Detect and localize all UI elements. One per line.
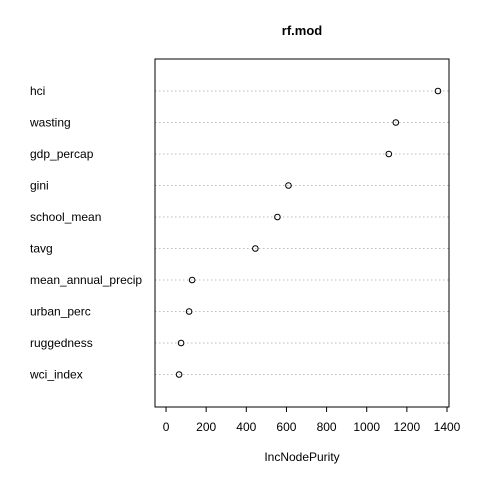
x-axis: 0 200 400 600 800 1000 1200 1400 bbox=[163, 407, 461, 434]
category-label: hci bbox=[30, 84, 45, 98]
x-tick-label: 400 bbox=[236, 420, 256, 434]
category-label: tavg bbox=[30, 242, 53, 256]
category-label: mean_annual_precip bbox=[30, 273, 142, 287]
chart-title: rf.mod bbox=[282, 23, 323, 38]
category-label: gini bbox=[30, 179, 49, 193]
x-tick-label: 800 bbox=[317, 420, 337, 434]
category-label: gdp_percap bbox=[30, 147, 94, 161]
x-tick-label: 1200 bbox=[394, 420, 421, 434]
x-tick-label: 1400 bbox=[434, 420, 461, 434]
category-label: school_mean bbox=[30, 210, 101, 224]
x-tick-label: 200 bbox=[196, 420, 216, 434]
x-axis-label: IncNodePurity bbox=[264, 450, 339, 464]
category-label: ruggedness bbox=[30, 336, 93, 350]
x-tick-label: 600 bbox=[276, 420, 296, 434]
x-tick-label: 0 bbox=[163, 420, 170, 434]
data-points bbox=[176, 88, 440, 377]
x-tick-label: 1000 bbox=[353, 420, 380, 434]
category-label: urban_perc bbox=[30, 305, 91, 319]
plot-frame bbox=[155, 59, 449, 407]
category-label: wasting bbox=[29, 116, 71, 130]
category-label: wci_index bbox=[29, 368, 83, 382]
grid-lines bbox=[155, 91, 449, 375]
data-point bbox=[386, 151, 392, 157]
